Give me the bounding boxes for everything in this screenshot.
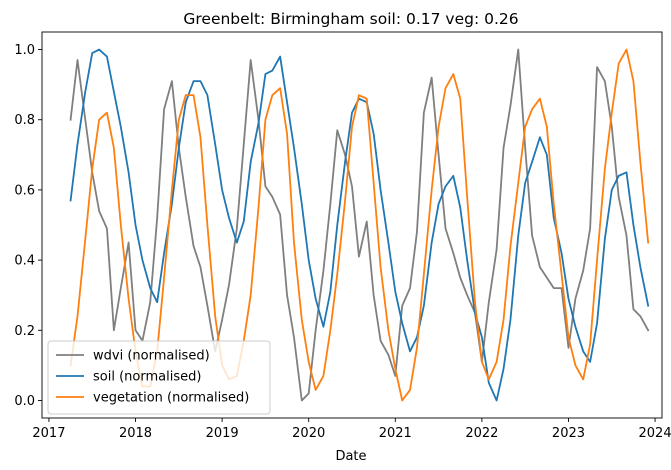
y-tick-label: 0.0 <box>14 394 35 409</box>
x-tick-label: 2022 <box>465 426 498 441</box>
legend-label-2: vegetation (normalised) <box>93 391 249 406</box>
y-axis: 0.0 0.2 0.4 0.6 0.8 1.0 <box>14 43 42 409</box>
y-tick-label: 0.4 <box>14 254 35 269</box>
plot-frame <box>41 31 663 419</box>
x-tick-label: 2024 <box>639 426 671 441</box>
chart-title: Greenbelt: Birmingham soil: 0.17 veg: 0.… <box>183 10 518 28</box>
x-tick-label: 2019 <box>206 426 239 441</box>
plot-area <box>41 31 663 419</box>
legend: wdvi (normalised) soil (normalised) vegeta… <box>47 340 271 415</box>
y-tick-label: 0.2 <box>14 324 35 339</box>
x-tick-label: 2021 <box>379 426 412 441</box>
x-tick-label: 2017 <box>32 426 65 441</box>
x-tick-label: 2023 <box>552 426 585 441</box>
series-line-0 <box>69 48 650 402</box>
legend-label-1: soil (normalised) <box>93 370 201 385</box>
x-tick-label: 2020 <box>292 426 325 441</box>
legend-box <box>47 340 271 415</box>
legend-label-0: wdvi (normalised) <box>93 349 210 364</box>
y-tick-label: 0.8 <box>14 113 35 128</box>
series-line-2 <box>69 48 650 402</box>
x-axis: 2017 2018 2019 2020 2021 2022 2023 2024 <box>32 418 671 441</box>
y-tick-label: 0.6 <box>14 183 35 198</box>
y-tick-label: 1.0 <box>14 43 35 58</box>
x-axis-label: Date <box>335 449 366 464</box>
x-tick-label: 2018 <box>119 426 152 441</box>
